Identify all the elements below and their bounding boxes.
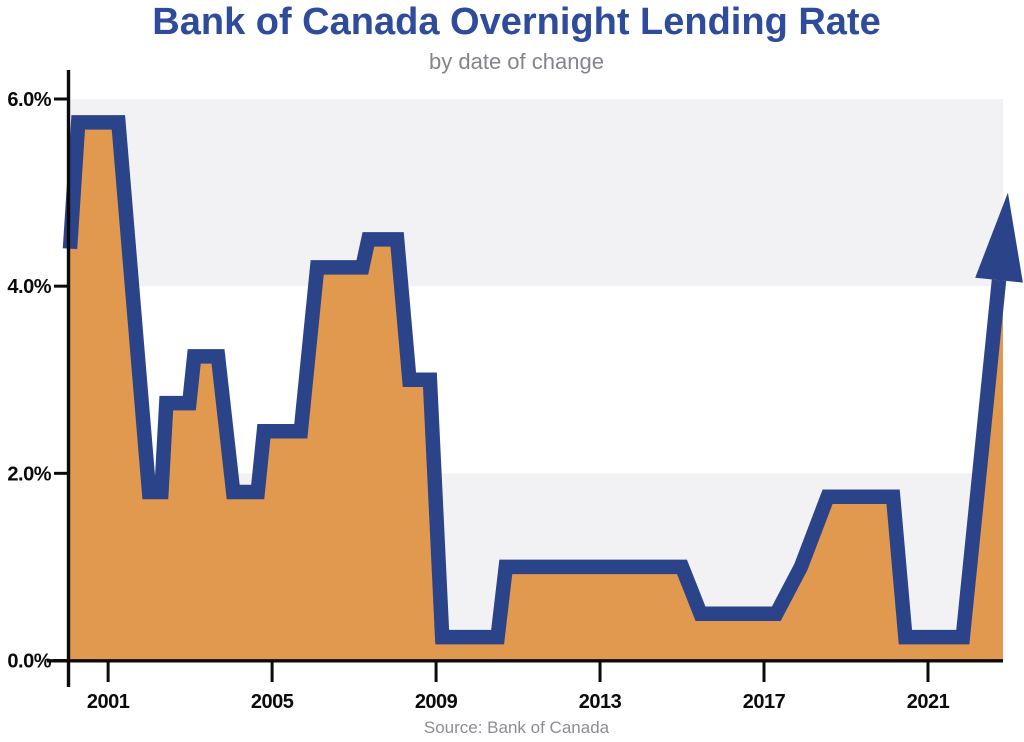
trend-arrowhead	[975, 192, 1023, 283]
x-tick-label: 2021	[907, 691, 950, 713]
chart-subtitle: by date of change	[429, 49, 604, 74]
y-tick-label: 6.0%	[7, 89, 51, 111]
source-note: Source: Bank of Canada	[423, 718, 610, 737]
y-tick-label: 2.0%	[7, 463, 51, 485]
x-tick-label: 2013	[579, 691, 622, 713]
x-tick-label: 2017	[743, 691, 786, 713]
x-tick-labels: 2001 2005 2009 2013 2017 2021	[87, 661, 950, 713]
x-tick-label: 2005	[251, 691, 294, 713]
chart-title: Bank of Canada Overnight Lending Rate	[152, 1, 881, 43]
x-tick-label: 2001	[87, 691, 130, 713]
area-fill	[70, 122, 1003, 660]
y-tick-label: 0.0%	[7, 651, 51, 673]
rate-line	[62, 115, 1007, 645]
y-tick-labels: 0.0% 2.0% 4.0% 6.0%	[7, 89, 67, 673]
axes	[47, 70, 1003, 687]
x-tick-label: 2009	[415, 691, 458, 713]
y-tick-label: 4.0%	[7, 276, 51, 298]
